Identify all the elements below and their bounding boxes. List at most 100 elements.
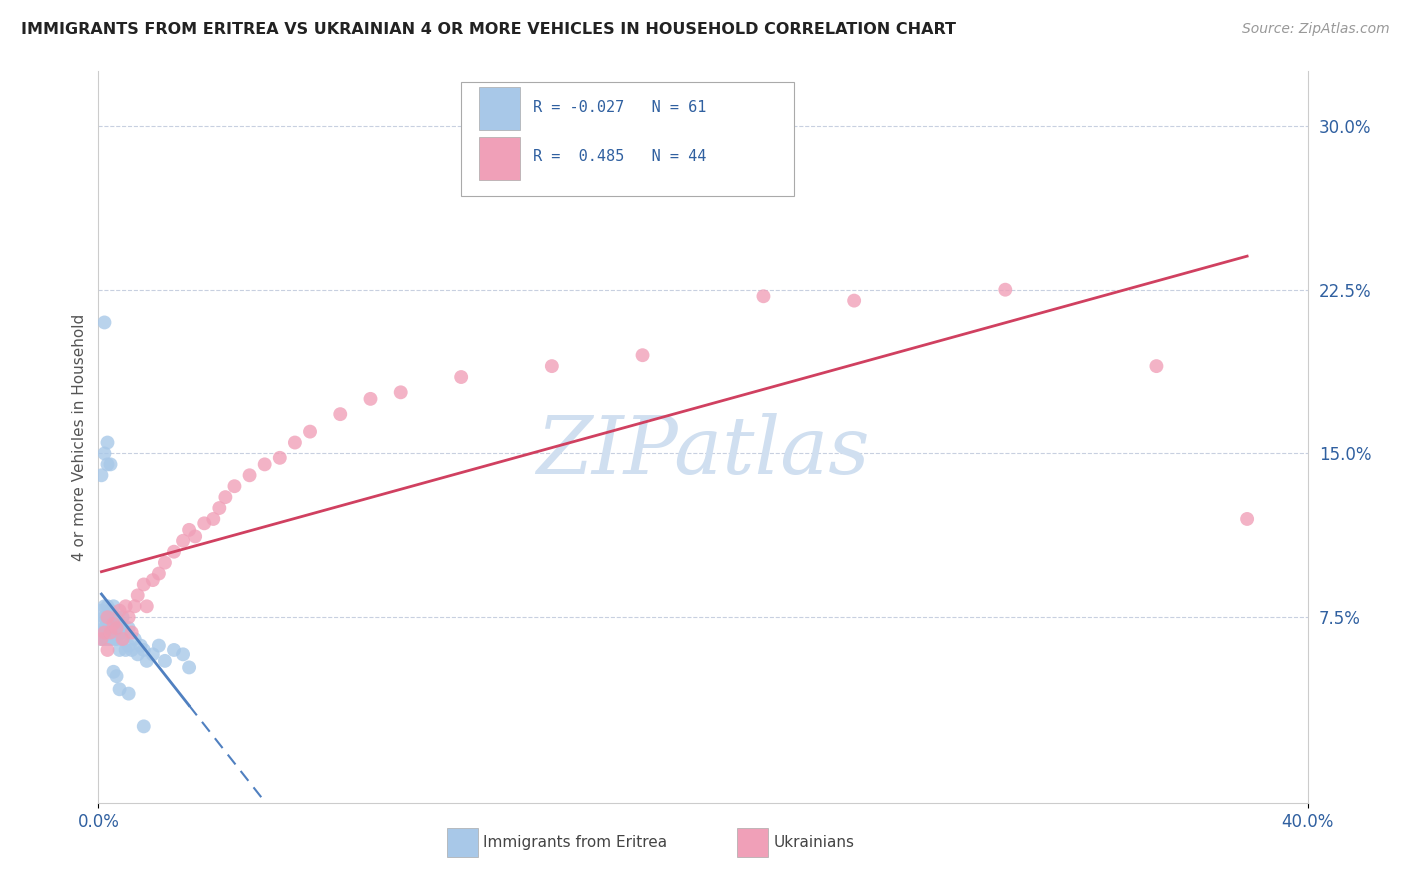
- Point: [96, 435, 118, 450]
- Point: [93, 315, 115, 329]
- Point: [118, 621, 141, 635]
- Point: [127, 588, 149, 602]
- Point: [100, 604, 122, 618]
- Point: [163, 643, 186, 657]
- Point: [103, 625, 125, 640]
- Point: [114, 643, 136, 657]
- FancyBboxPatch shape: [479, 137, 520, 180]
- Point: [93, 621, 115, 635]
- FancyBboxPatch shape: [461, 82, 793, 195]
- Point: [224, 479, 246, 493]
- Point: [93, 599, 115, 614]
- Point: [179, 523, 201, 537]
- Point: [96, 621, 118, 635]
- Point: [93, 610, 115, 624]
- Point: [124, 632, 146, 646]
- Point: [631, 348, 654, 362]
- Point: [253, 458, 276, 472]
- Point: [127, 648, 149, 662]
- Point: [90, 616, 112, 631]
- Point: [299, 425, 322, 439]
- Point: [103, 616, 125, 631]
- FancyBboxPatch shape: [737, 829, 768, 857]
- Point: [114, 625, 136, 640]
- Point: [96, 610, 118, 624]
- Point: [153, 654, 176, 668]
- Point: [129, 639, 152, 653]
- Point: [142, 573, 165, 587]
- Point: [142, 648, 165, 662]
- Point: [96, 599, 118, 614]
- Point: [118, 687, 141, 701]
- Point: [121, 625, 143, 640]
- Point: [239, 468, 262, 483]
- Point: [90, 632, 112, 646]
- Point: [90, 632, 112, 646]
- Point: [135, 654, 157, 668]
- Point: [103, 610, 125, 624]
- Point: [121, 643, 143, 657]
- Point: [100, 458, 122, 472]
- Point: [100, 632, 122, 646]
- FancyBboxPatch shape: [447, 829, 478, 857]
- Point: [93, 625, 115, 640]
- Point: [108, 682, 131, 697]
- Text: ZIPatlas: ZIPatlas: [536, 413, 870, 491]
- Point: [100, 625, 122, 640]
- Point: [118, 610, 141, 624]
- Point: [844, 293, 866, 308]
- Point: [172, 648, 194, 662]
- Point: [208, 501, 231, 516]
- Point: [202, 512, 225, 526]
- Point: [90, 468, 112, 483]
- Point: [135, 599, 157, 614]
- Point: [148, 566, 170, 581]
- Point: [1236, 512, 1258, 526]
- Point: [105, 621, 128, 635]
- Point: [93, 632, 115, 646]
- Point: [103, 599, 125, 614]
- Point: [108, 643, 131, 657]
- Point: [1144, 359, 1167, 373]
- Text: R =  0.485   N = 44: R = 0.485 N = 44: [533, 149, 706, 164]
- Point: [132, 643, 155, 657]
- Point: [103, 665, 125, 679]
- Point: [994, 283, 1017, 297]
- Point: [100, 621, 122, 635]
- Point: [100, 610, 122, 624]
- Point: [108, 625, 131, 640]
- Point: [90, 625, 112, 640]
- Point: [148, 639, 170, 653]
- Point: [108, 616, 131, 631]
- Point: [103, 621, 125, 635]
- Point: [111, 621, 134, 635]
- Point: [163, 545, 186, 559]
- Point: [105, 610, 128, 624]
- Point: [96, 610, 118, 624]
- Point: [96, 632, 118, 646]
- Point: [752, 289, 775, 303]
- Point: [184, 529, 207, 543]
- Point: [108, 604, 131, 618]
- Point: [93, 625, 115, 640]
- Point: [105, 632, 128, 646]
- Text: Source: ZipAtlas.com: Source: ZipAtlas.com: [1241, 22, 1389, 37]
- Point: [114, 599, 136, 614]
- Point: [90, 604, 112, 618]
- Point: [93, 446, 115, 460]
- Point: [105, 621, 128, 635]
- Point: [111, 610, 134, 624]
- Text: R = -0.027   N = 61: R = -0.027 N = 61: [533, 100, 706, 114]
- Point: [132, 577, 155, 591]
- Point: [96, 643, 118, 657]
- FancyBboxPatch shape: [479, 87, 520, 130]
- Point: [329, 407, 352, 421]
- Point: [111, 632, 134, 646]
- Point: [153, 556, 176, 570]
- Point: [269, 450, 291, 465]
- Point: [132, 719, 155, 733]
- Point: [118, 639, 141, 653]
- Point: [103, 632, 125, 646]
- Point: [96, 616, 118, 631]
- Point: [100, 625, 122, 640]
